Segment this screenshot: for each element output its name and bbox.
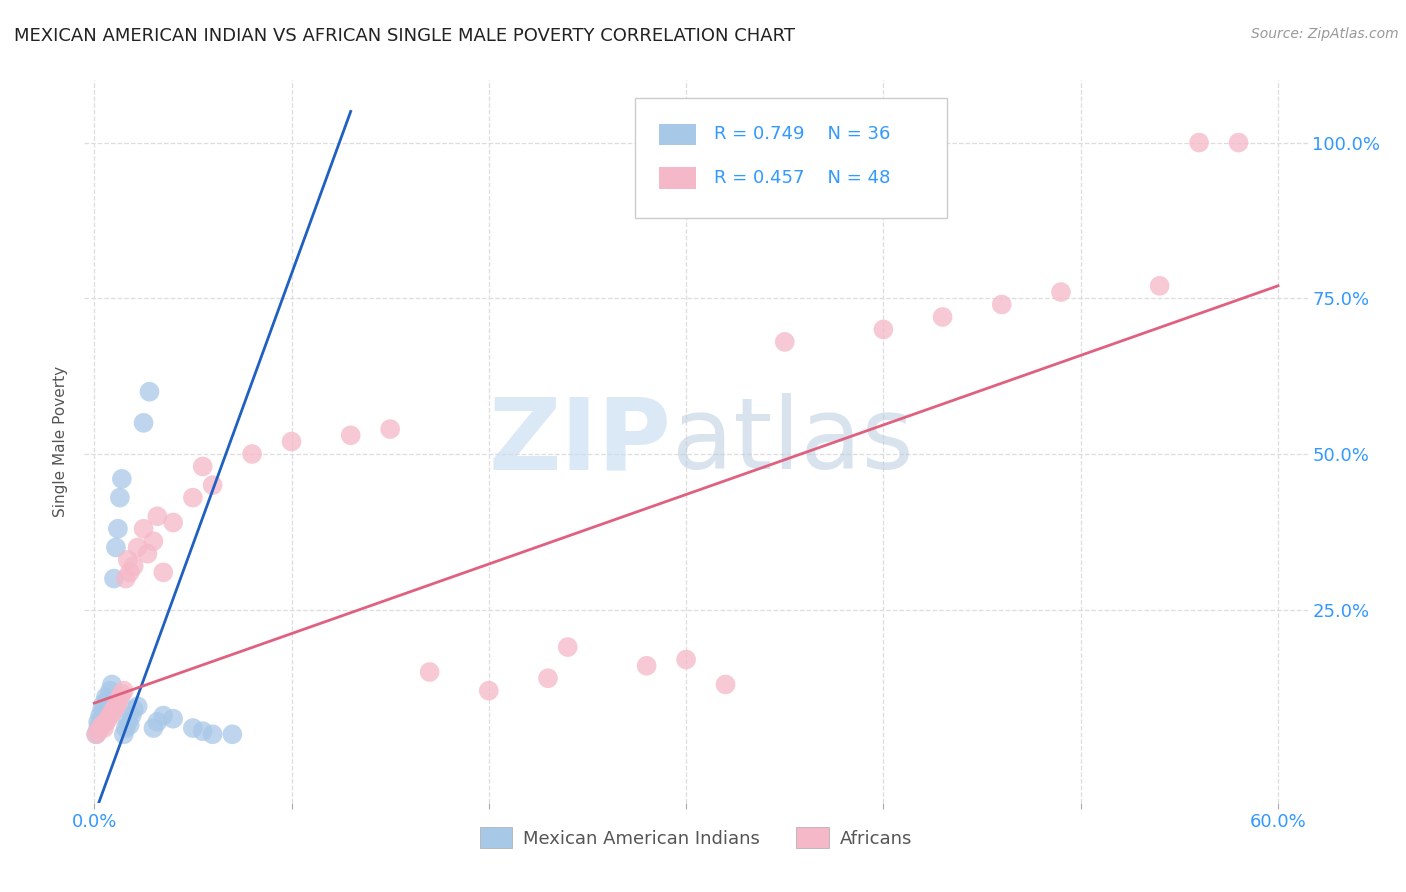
Point: [136, 547, 159, 561]
Point: [122, 702, 145, 716]
Point: [1050, 285, 1073, 299]
Point: [93, 706, 115, 720]
Point: [91, 712, 114, 726]
Point: [714, 677, 737, 691]
Point: [89, 721, 111, 735]
Point: [280, 434, 302, 449]
Point: [112, 727, 135, 741]
Point: [117, 714, 139, 729]
Point: [104, 699, 127, 714]
Point: [89, 718, 111, 732]
Bar: [659, 124, 696, 145]
Point: [773, 334, 796, 349]
Point: [201, 727, 224, 741]
Point: [152, 566, 174, 580]
Point: [127, 699, 149, 714]
Point: [107, 522, 129, 536]
Point: [146, 509, 169, 524]
Point: [380, 422, 402, 436]
Point: [111, 472, 134, 486]
Point: [181, 721, 204, 735]
Text: atlas: atlas: [672, 393, 912, 490]
Point: [84, 727, 107, 741]
Text: Source: ZipAtlas.com: Source: ZipAtlas.com: [1251, 27, 1399, 41]
Point: [152, 708, 174, 723]
Point: [201, 478, 224, 492]
Point: [111, 687, 134, 701]
Point: [114, 572, 136, 586]
Y-axis label: Single Male Poverty: Single Male Poverty: [53, 366, 69, 517]
Point: [132, 522, 155, 536]
Point: [91, 702, 114, 716]
Legend: Mexican American Indians, Africans: Mexican American Indians, Africans: [472, 820, 920, 855]
Point: [87, 714, 110, 729]
Point: [146, 714, 169, 729]
FancyBboxPatch shape: [636, 98, 946, 218]
Point: [108, 690, 131, 704]
Point: [103, 572, 125, 586]
Point: [240, 447, 263, 461]
Point: [104, 541, 127, 555]
Point: [89, 708, 111, 723]
Point: [142, 721, 165, 735]
Point: [339, 428, 361, 442]
Point: [191, 459, 214, 474]
Point: [675, 652, 697, 666]
Point: [181, 491, 204, 505]
Point: [537, 671, 560, 685]
Point: [112, 683, 135, 698]
Point: [162, 712, 184, 726]
Point: [94, 690, 117, 704]
Point: [557, 640, 579, 654]
Point: [114, 721, 136, 735]
Point: [1188, 136, 1211, 150]
Point: [108, 491, 131, 505]
Point: [101, 706, 124, 720]
Point: [138, 384, 160, 399]
Point: [191, 724, 214, 739]
Point: [94, 714, 117, 729]
Point: [162, 516, 184, 530]
Point: [931, 310, 953, 324]
Text: R = 0.749    N = 36: R = 0.749 N = 36: [714, 126, 890, 144]
Point: [872, 322, 894, 336]
Point: [118, 718, 141, 732]
Point: [636, 658, 658, 673]
Point: [93, 696, 115, 710]
Point: [107, 696, 129, 710]
Point: [127, 541, 149, 555]
Point: [221, 727, 243, 741]
Point: [87, 721, 110, 735]
Point: [94, 699, 117, 714]
Point: [117, 553, 139, 567]
Text: MEXICAN AMERICAN INDIAN VS AFRICAN SINGLE MALE POVERTY CORRELATION CHART: MEXICAN AMERICAN INDIAN VS AFRICAN SINGL…: [14, 27, 794, 45]
Point: [478, 683, 501, 698]
Point: [419, 665, 441, 679]
Point: [98, 683, 121, 698]
Point: [1149, 278, 1171, 293]
Point: [101, 677, 124, 691]
Point: [91, 718, 114, 732]
Point: [103, 702, 125, 716]
Point: [97, 712, 120, 726]
Text: ZIP: ZIP: [489, 393, 672, 490]
Text: R = 0.457    N = 48: R = 0.457 N = 48: [714, 169, 890, 186]
Point: [84, 727, 107, 741]
Point: [1227, 136, 1250, 150]
Point: [122, 559, 145, 574]
Bar: [659, 167, 696, 189]
Point: [97, 693, 120, 707]
Point: [93, 721, 115, 735]
Point: [142, 534, 165, 549]
Point: [991, 297, 1014, 311]
Point: [98, 708, 121, 723]
Point: [87, 724, 110, 739]
Point: [121, 708, 143, 723]
Point: [132, 416, 155, 430]
Point: [118, 566, 141, 580]
